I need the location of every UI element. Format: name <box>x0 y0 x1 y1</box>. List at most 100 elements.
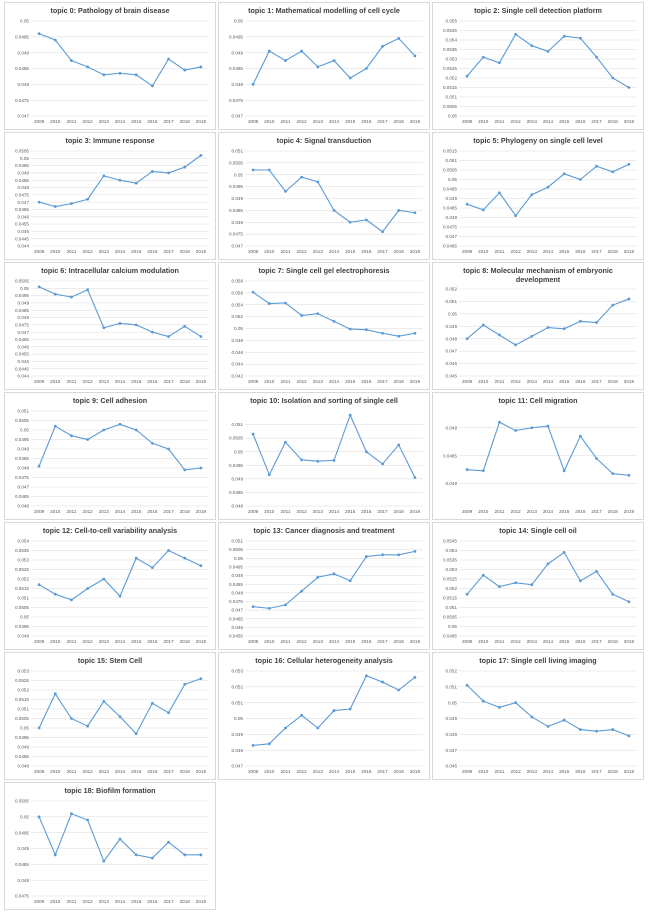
data-point <box>316 180 320 184</box>
data-point <box>267 302 271 305</box>
data-point <box>562 34 566 38</box>
data-point <box>118 594 122 598</box>
y-tick-label: 0.049 <box>232 573 244 578</box>
x-tick-label: 2010 <box>264 379 275 384</box>
y-tick-label: 0.0495 <box>15 624 29 629</box>
y-tick-label: 0.0475 <box>443 225 457 230</box>
y-tick-label: 0.052 <box>18 577 30 582</box>
y-tick-label: 0.052 <box>18 688 30 693</box>
x-tick-label: 2013 <box>527 249 538 254</box>
chart-panel-topic-13: topic 13: Cancer diagnosis and treatment… <box>218 522 430 650</box>
data-point <box>102 428 106 432</box>
data-point <box>300 589 304 593</box>
data-point <box>364 450 368 454</box>
data-point <box>595 164 598 168</box>
line-chart: 0.05 0.0505 0.051 0.0515 0.052 0.0525 0.053 0.0… <box>443 19 637 124</box>
chart-title: topic 18: Biofilm formation <box>64 786 156 795</box>
y-tick-label: 0.049 <box>18 846 30 851</box>
x-tick-label: 2014 <box>543 119 554 124</box>
y-tick-label: 0.0535 <box>443 558 457 563</box>
y-tick-label: 0.046 <box>18 504 30 509</box>
x-tick-label: 2014 <box>115 249 126 254</box>
y-tick-label: 0.048 <box>446 481 458 486</box>
x-tick-label: 2011 <box>67 509 77 514</box>
x-tick-label: 2013 <box>313 119 324 124</box>
x-tick-label: 2013 <box>99 509 110 514</box>
chart-panel-topic-3: topic 3: Immune response 0.044 0.0445 0.045… <box>4 132 216 260</box>
x-tick-label: 2014 <box>329 769 340 774</box>
line-chart: 0.047 0.0475 0.048 0.0485 0.049 0.0495 0.05 200… <box>229 19 423 124</box>
x-tick-label: 2015 <box>559 639 570 644</box>
x-tick-label: 2016 <box>147 899 158 904</box>
x-tick-label: 2019 <box>196 769 207 774</box>
x-tick-label: 2018 <box>394 379 405 384</box>
y-tick-label: 0.0495 <box>15 437 29 442</box>
data-point <box>167 171 170 175</box>
chart-title: topic 11: Cell migration <box>498 396 578 405</box>
y-tick-label: 0.049 <box>232 50 244 55</box>
data-point <box>332 572 336 576</box>
x-tick-label: 2018 <box>180 769 191 774</box>
x-tick-label: 2019 <box>410 249 421 254</box>
data-point <box>498 191 501 195</box>
x-tick-label: 2018 <box>394 509 405 514</box>
data-point <box>514 429 518 432</box>
data-point <box>397 37 401 40</box>
line-chart: 0.045 0.046 0.047 0.048 0.049 0.05 0.051 0.052 2… <box>446 287 637 384</box>
x-tick-label: 2016 <box>575 509 586 514</box>
data-point <box>102 326 106 330</box>
chart-panel-topic-17: topic 17: Single cell living imaging 0.04… <box>432 652 644 780</box>
y-tick-label: 0.0505 <box>229 160 243 165</box>
data-point <box>498 333 501 337</box>
x-tick-label: 2016 <box>575 769 586 774</box>
data-point <box>364 328 368 332</box>
data-point <box>134 853 138 857</box>
x-tick-label: 2012 <box>511 509 522 514</box>
data-point <box>37 464 41 468</box>
x-tick-label: 2019 <box>196 249 207 254</box>
y-tick-label: 0.048 <box>232 748 244 753</box>
y-tick-label: 0.047 <box>18 485 30 490</box>
x-tick-label: 2011 <box>67 249 77 254</box>
data-point <box>53 692 57 696</box>
chart-title: topic 12: Cell-to-cell variability analy… <box>42 526 178 535</box>
data-point <box>348 220 352 224</box>
line-chart: 0.0475 0.048 0.0485 0.049 0.0495 0.05 0.0505 20… <box>15 799 209 904</box>
x-tick-label: 2010 <box>264 509 275 514</box>
x-tick-label: 2009 <box>34 119 45 124</box>
x-tick-label: 2016 <box>575 249 586 254</box>
data-point <box>611 170 615 174</box>
y-tick-label: 0.056 <box>232 290 244 295</box>
chart-panel-topic-2: topic 2: Single cell detection platform 0… <box>432 2 644 130</box>
chart-title: topic 3: Immune response <box>65 136 155 145</box>
series-line <box>466 298 630 346</box>
data-point <box>562 718 566 722</box>
data-point <box>481 573 485 577</box>
y-tick-label: 0.0475 <box>229 599 243 604</box>
x-tick-label: 2015 <box>559 249 570 254</box>
x-tick-label: 2009 <box>34 249 45 254</box>
x-tick-label: 2012 <box>297 509 308 514</box>
x-tick-label: 2009 <box>462 509 473 514</box>
data-point <box>381 44 384 48</box>
x-tick-label: 2009 <box>34 769 45 774</box>
x-tick-label: 2018 <box>394 769 405 774</box>
x-tick-label: 2012 <box>511 249 522 254</box>
chart-title: topic 8: Molecular mechanism of embryoni… <box>463 266 613 284</box>
data-point <box>86 197 90 201</box>
data-point <box>70 295 73 299</box>
x-tick-label: 2013 <box>527 769 538 774</box>
x-tick-label: 2018 <box>394 249 405 254</box>
data-point <box>37 200 41 204</box>
x-tick-label: 2010 <box>50 509 61 514</box>
y-tick-label: 0.051 <box>446 158 458 163</box>
y-tick-label: 0.053 <box>446 57 458 62</box>
series-line <box>252 291 416 337</box>
x-tick-label: 2018 <box>608 769 619 774</box>
y-tick-label: 0.046 <box>232 625 244 630</box>
x-tick-label: 2018 <box>394 639 405 644</box>
y-tick-label: 0.0495 <box>15 735 29 740</box>
x-tick-label: 2016 <box>575 639 586 644</box>
data-point <box>364 555 368 558</box>
data-point <box>413 675 417 679</box>
